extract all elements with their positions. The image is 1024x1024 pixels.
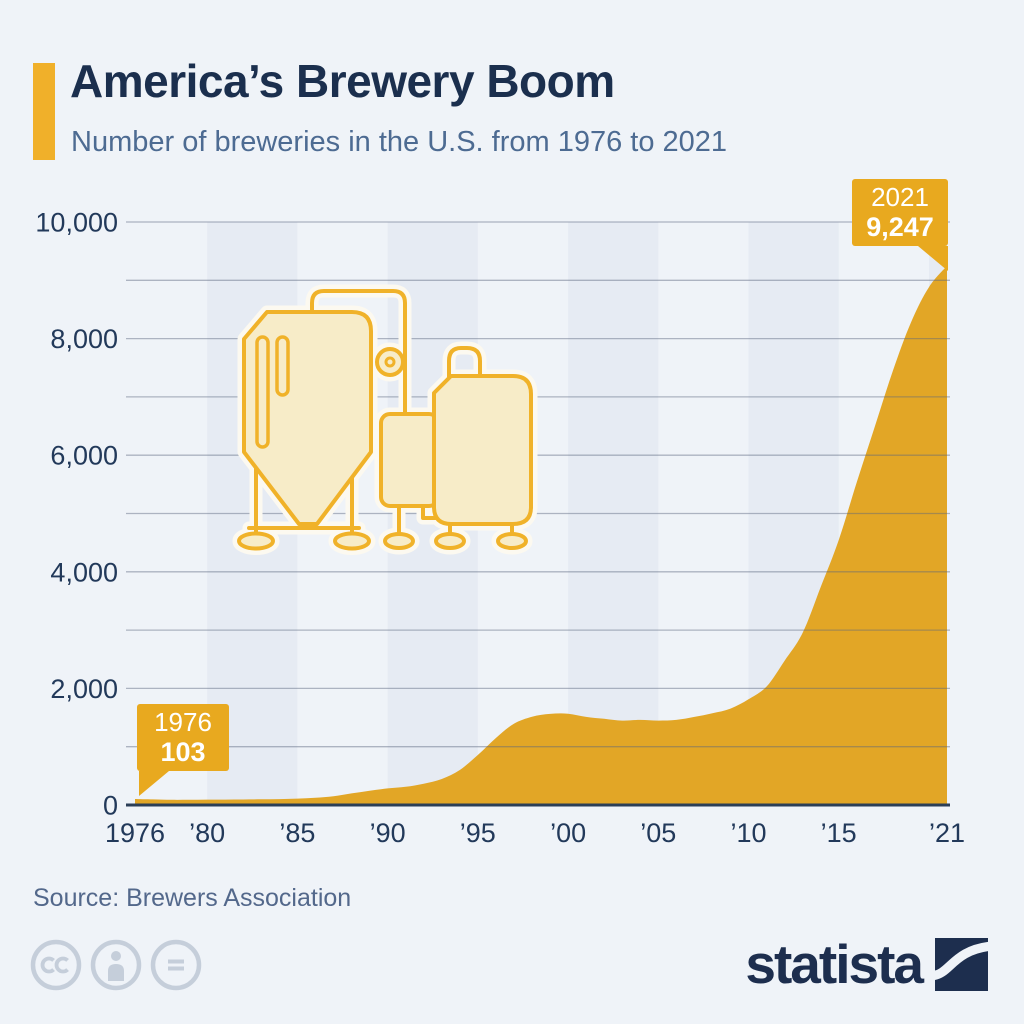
stripe-band	[568, 222, 659, 805]
cc-icon[interactable]	[30, 939, 82, 991]
callout-2021-year: 2021	[871, 182, 929, 212]
callout-2021: 2021 9,247	[852, 179, 948, 272]
brewery-tanks-illustration	[239, 291, 531, 549]
callout-1976-year: 1976	[154, 707, 212, 737]
license-icons	[30, 939, 202, 991]
cc-nd-icon[interactable]	[150, 939, 202, 991]
x-tick-label: ’85	[279, 818, 315, 848]
x-tick-label: ’90	[370, 818, 406, 848]
title-accent-bar	[33, 63, 55, 160]
x-tick-label: ’00	[550, 818, 586, 848]
area-path	[135, 265, 947, 805]
page-title: America’s Brewery Boom	[70, 55, 615, 107]
x-tick-label: ’05	[640, 818, 676, 848]
x-tick-label: ’95	[460, 818, 496, 848]
statista-logo[interactable]: statista	[745, 937, 988, 992]
x-tick-label: ’80	[189, 818, 225, 848]
y-tick-label: 10,000	[35, 208, 118, 238]
x-tick-label: ’21	[929, 818, 965, 848]
x-tick-label: ’10	[730, 818, 766, 848]
callout-1976-value: 103	[160, 737, 206, 768]
y-tick-label: 6,000	[50, 441, 118, 471]
source-text: Source: Brewers Association	[33, 884, 352, 912]
y-tick-label: 8,000	[50, 324, 118, 354]
y-tick-label: 0	[103, 791, 118, 821]
area-series	[135, 265, 947, 805]
x-tick-label: 1976	[105, 818, 165, 848]
statista-mark-icon	[935, 938, 988, 991]
y-tick-label: 2,000	[50, 674, 118, 704]
axis-tick-labels: 0 2,000 4,000 6,000 8,000 10,000 1976 ’80 ’85 ’90…	[35, 208, 965, 849]
callout-1976: 1976 103	[137, 704, 229, 797]
callout-2021-value: 9,247	[866, 212, 934, 243]
statista-wordmark: statista	[745, 933, 924, 995]
chart-subtitle: Number of breweries in the U.S. from 197…	[71, 126, 728, 158]
cc-by-icon[interactable]	[90, 939, 142, 991]
y-tick-label: 4,000	[50, 557, 118, 587]
x-tick-label: ’15	[821, 818, 857, 848]
